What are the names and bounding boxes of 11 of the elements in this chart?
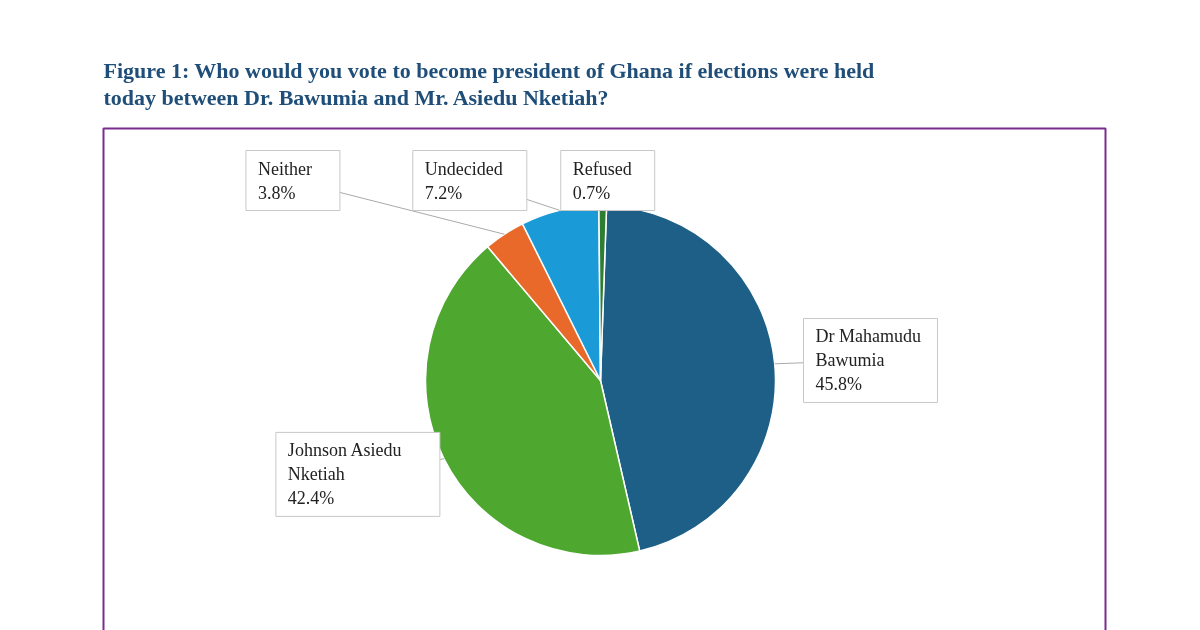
- data-label: 0.7%: [572, 182, 611, 203]
- data-label: 45.8%: [815, 374, 863, 395]
- slice-label: Refused: [572, 158, 632, 179]
- slice-label: Dr Mahamudu Bawumia: [815, 326, 921, 371]
- data-label: 42.4%: [287, 488, 335, 509]
- data-label: 3.8%: [257, 182, 296, 203]
- slice-label: Neither: [257, 158, 312, 179]
- data-label: 7.2%: [424, 182, 463, 203]
- slice-label: Undecided: [424, 158, 503, 179]
- slice-label: Johnson Asiedu Nketiah: [287, 440, 402, 485]
- chart-title: Figure 1: Who would you vote to become president of Ghana if elections were held today between Dr. Bawumia and Mr. Asiedu Nketiah?: [103, 57, 875, 110]
